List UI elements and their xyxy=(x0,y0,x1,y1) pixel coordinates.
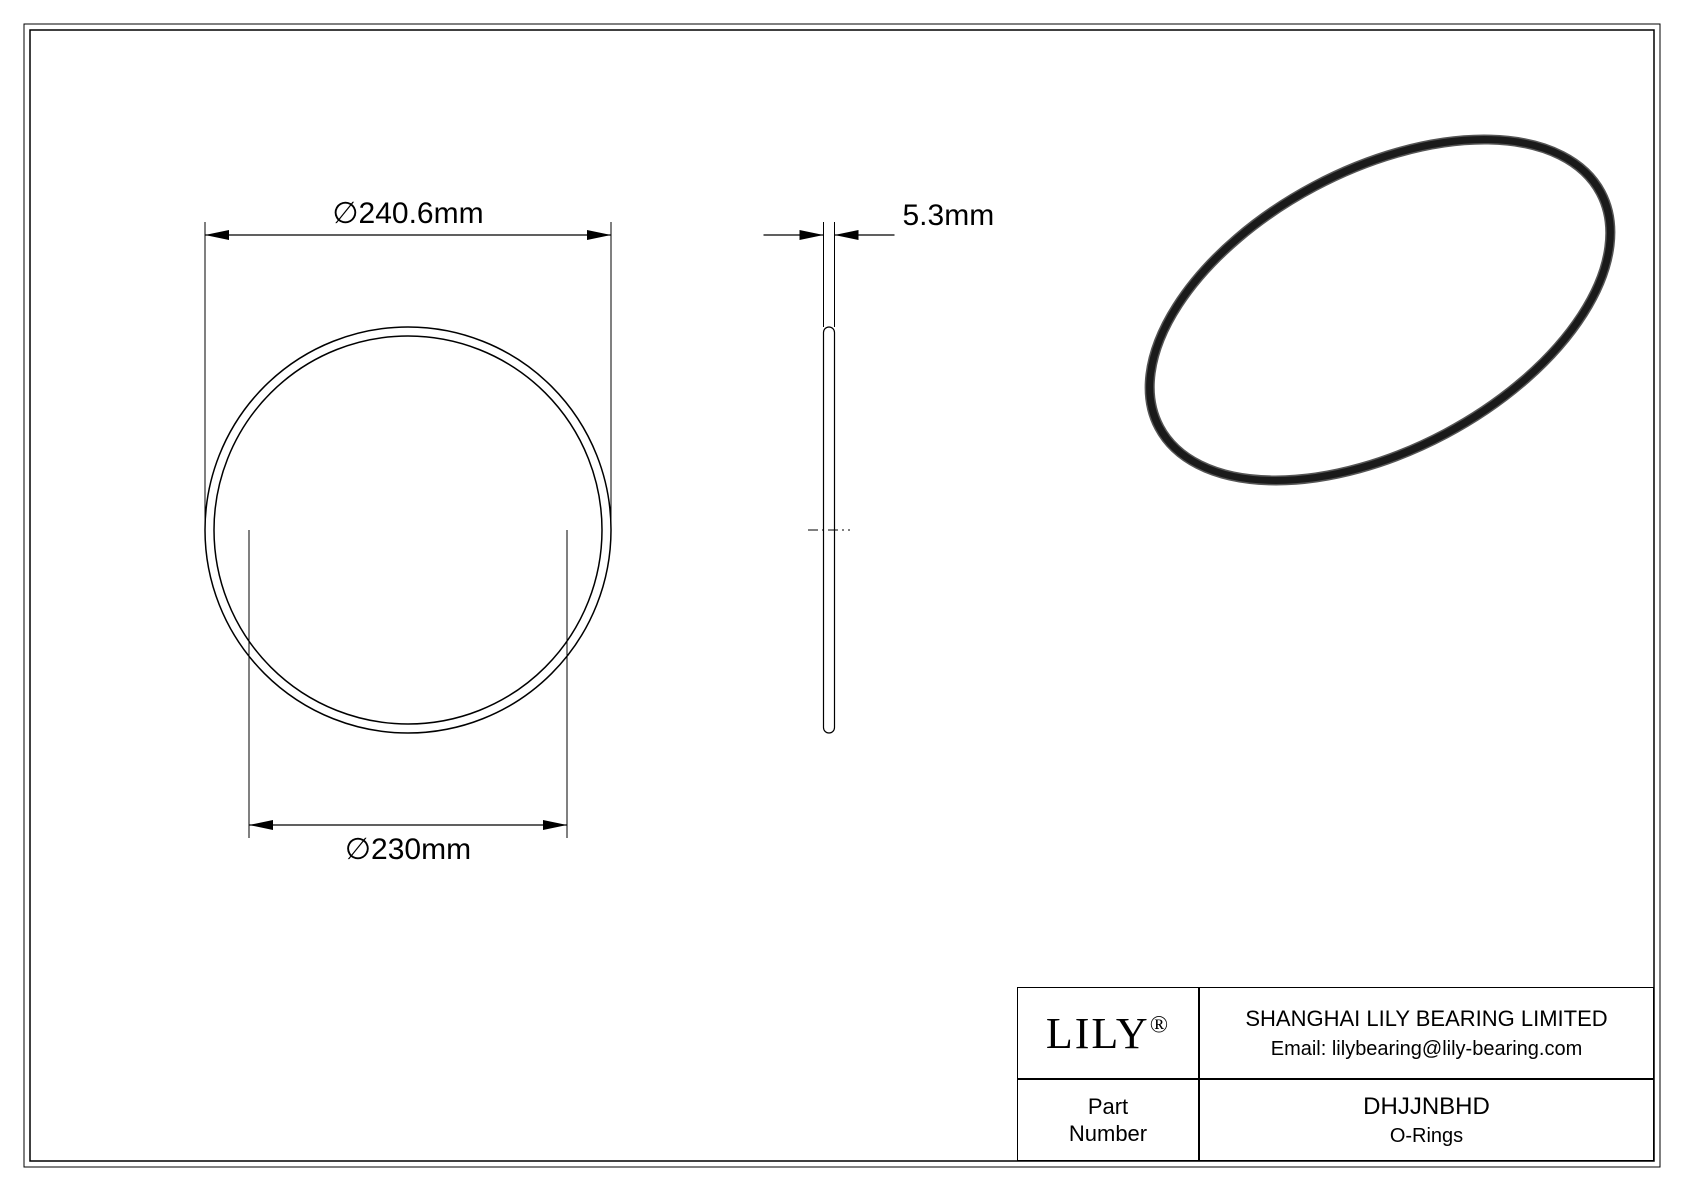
partnumber-label: Part Number xyxy=(1069,1093,1147,1148)
front-view-outer-circle xyxy=(205,327,611,733)
title-block-partnumber-label-cell: Part Number xyxy=(1017,1079,1199,1161)
title-block: LILY® SHANGHAI LILY BEARING LIMITED Emai… xyxy=(1017,987,1654,1161)
logo-text: LILY® xyxy=(1046,1008,1170,1059)
front-view-inner-circle xyxy=(214,336,602,724)
isometric-render xyxy=(1088,63,1673,557)
part-description: O-Rings xyxy=(1363,1125,1490,1148)
partnumber-label-line1: Part xyxy=(1069,1093,1147,1121)
render-ring-inner-edge xyxy=(1099,75,1660,545)
title-block-logo-cell: LILY® xyxy=(1017,987,1199,1079)
partnumber-info: DHJJNBHD O-Rings xyxy=(1363,1093,1490,1148)
company-info: SHANGHAI LILY BEARING LIMITED Email: lil… xyxy=(1245,1006,1607,1061)
title-block-company-cell: SHANGHAI LILY BEARING LIMITED Email: lil… xyxy=(1199,987,1654,1079)
drawing-sheet: ∅240.6mm ∅230mm 5.3mm LILY® SHANGHAI LILY … xyxy=(0,0,1684,1191)
part-number: DHJJNBHD xyxy=(1363,1093,1490,1121)
dim-inner-diameter-label: ∅230mm xyxy=(345,833,471,866)
partnumber-label-line2: Number xyxy=(1069,1120,1147,1148)
dim-thickness-label: 5.3mm xyxy=(903,199,995,232)
logo-name: LILY xyxy=(1046,1009,1150,1058)
company-email: Email: lilybearing@lily-bearing.com xyxy=(1245,1038,1607,1061)
registered-icon: ® xyxy=(1150,1011,1170,1038)
company-name: SHANGHAI LILY BEARING LIMITED xyxy=(1245,1006,1607,1032)
title-block-partnumber-cell: DHJJNBHD O-Rings xyxy=(1199,1079,1654,1161)
dim-outer-diameter-label: ∅240.6mm xyxy=(332,197,483,230)
